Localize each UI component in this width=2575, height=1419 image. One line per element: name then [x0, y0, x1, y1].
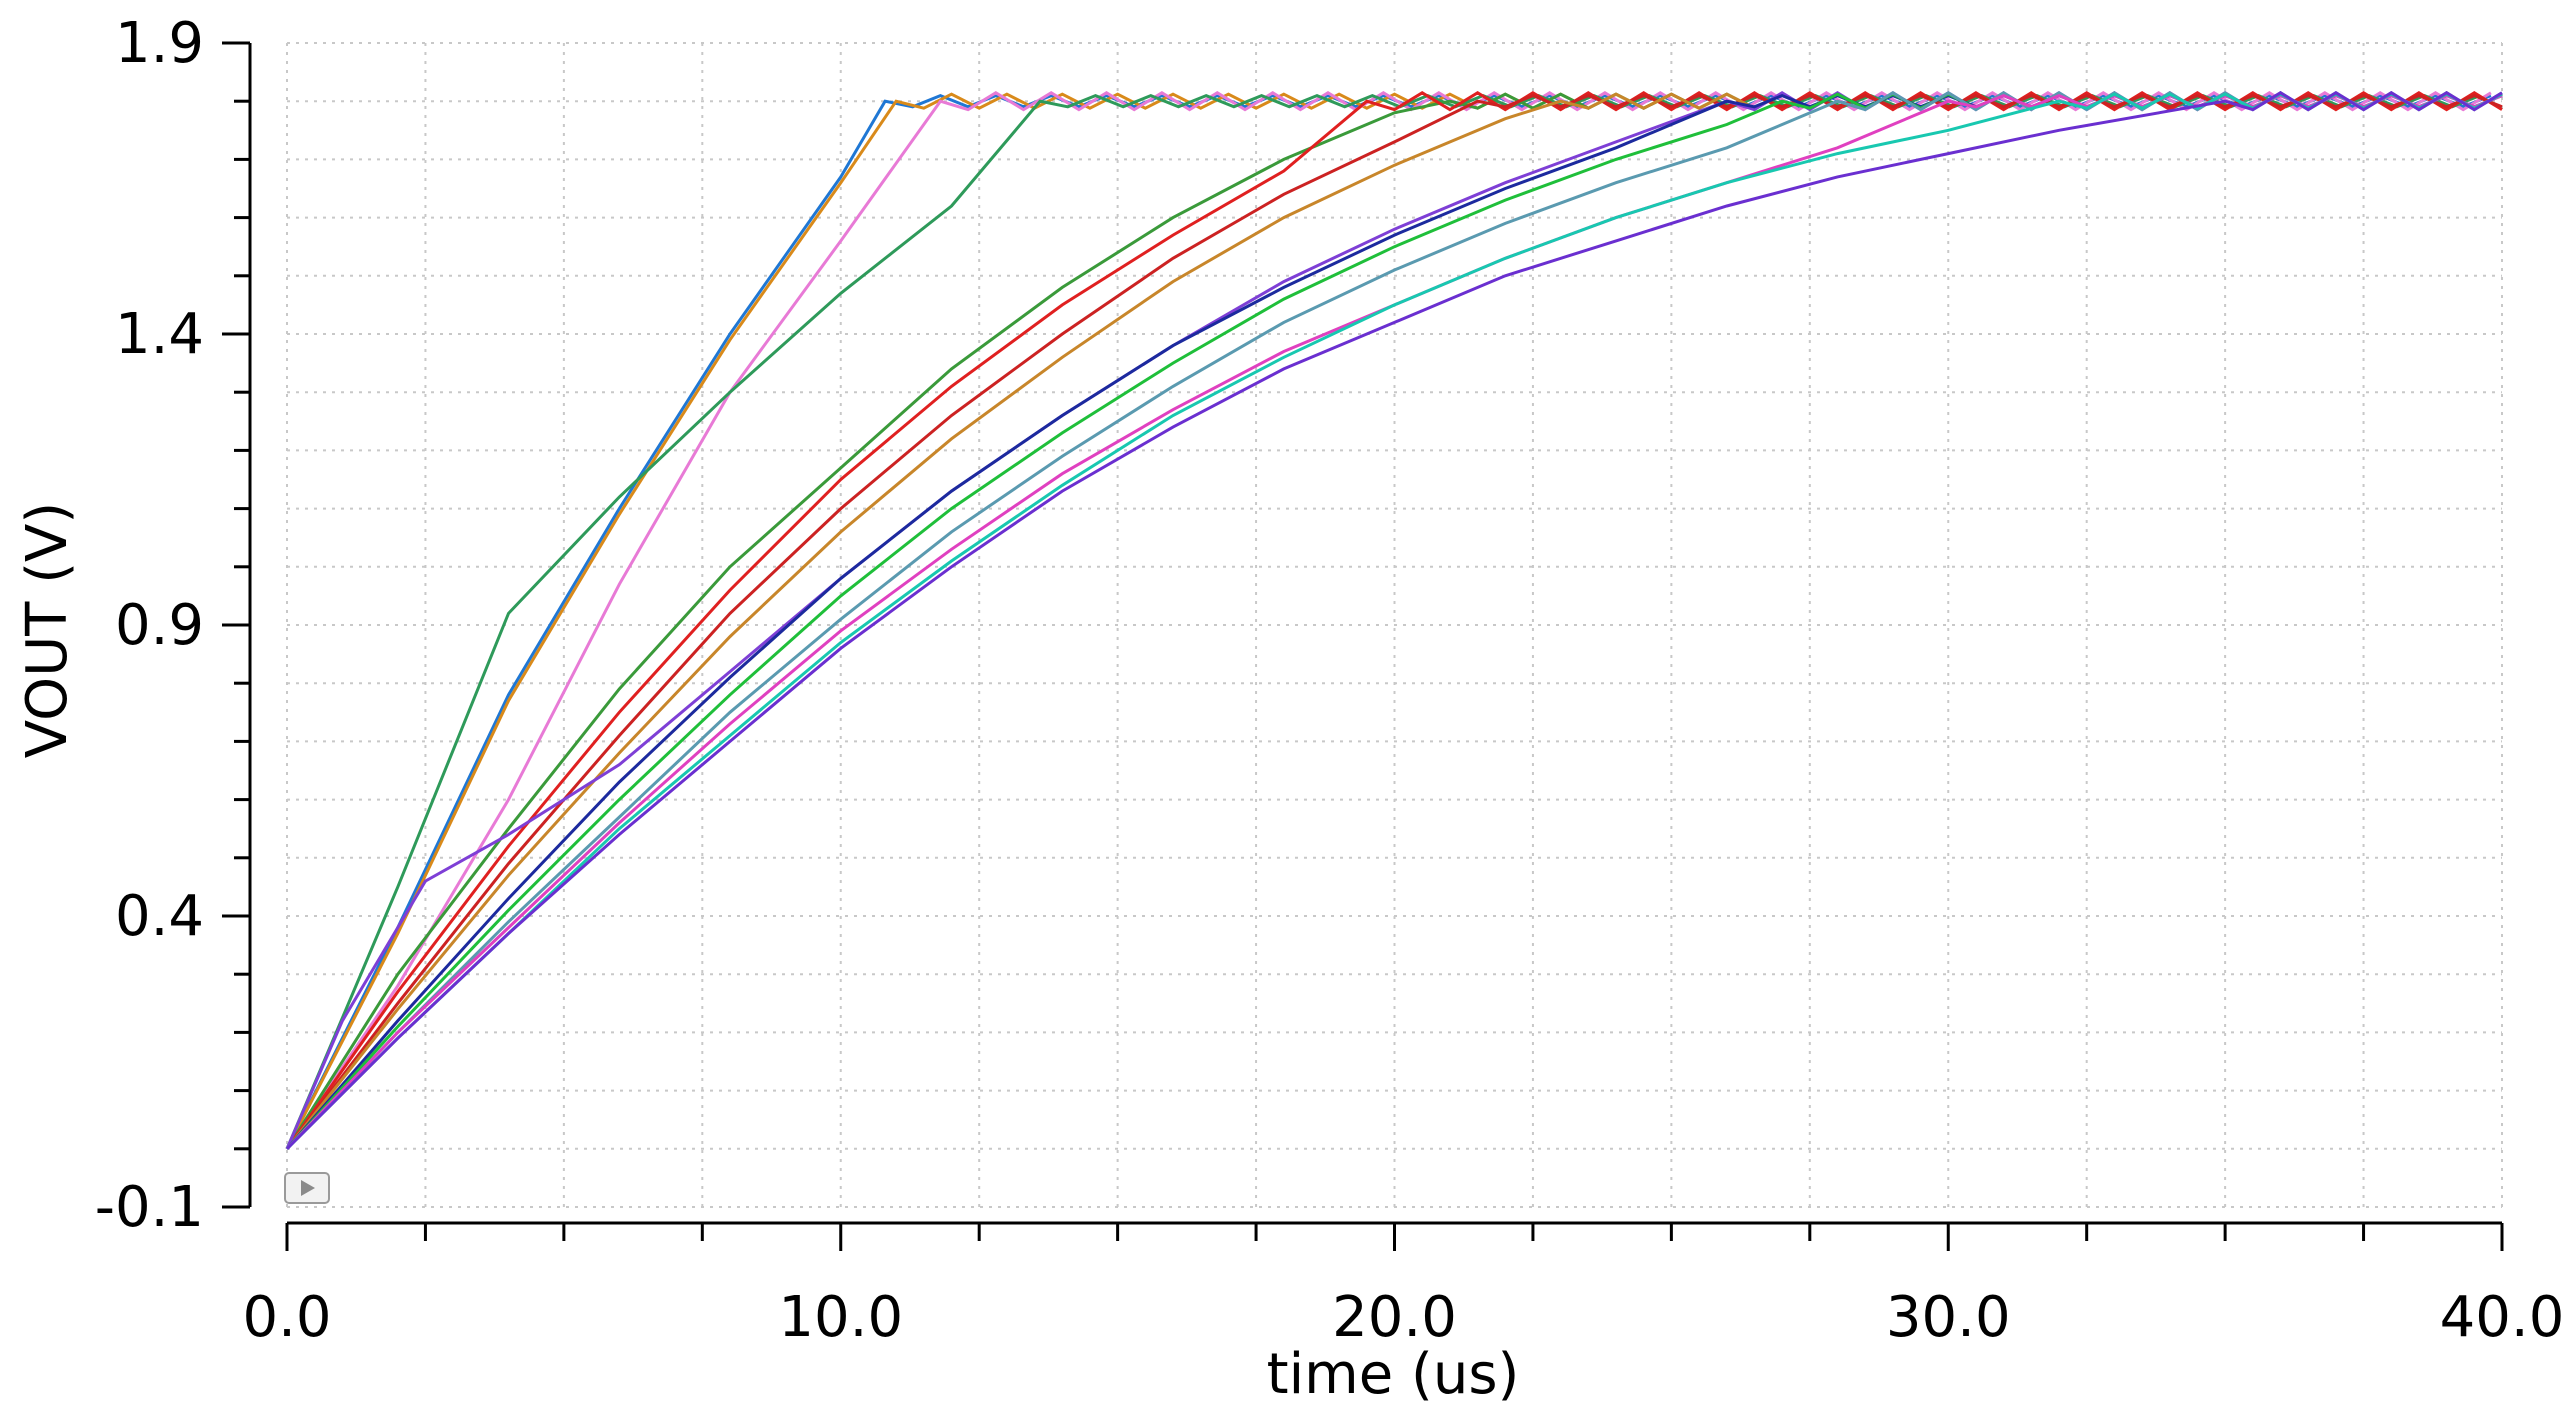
y-tick-label: -0.1	[95, 1175, 204, 1240]
x-tick-label: 40.0	[2440, 1285, 2565, 1350]
y-axis-title: VOUT (V)	[15, 502, 80, 758]
y-tick-label: 1.9	[115, 11, 204, 76]
series-lines	[285, 91, 2503, 1150]
play-icon	[301, 1180, 315, 1196]
series-line	[285, 91, 2492, 1150]
x-tick-label: 10.0	[778, 1285, 903, 1350]
y-tick-label: 0.4	[115, 884, 204, 949]
series-line	[285, 93, 2492, 1150]
tick-labels: 0.0 10.0 20.0 30.0 40.0 -0.1 0.4 0.9 1.4 1.9	[95, 11, 2565, 1350]
y-tick-label: 0.9	[115, 593, 204, 658]
ticks	[222, 41, 2504, 1251]
x-axis-title: time (us)	[1267, 1342, 1520, 1407]
grid	[286, 42, 2503, 1208]
x-tick-label: 20.0	[1332, 1285, 1457, 1350]
axes	[248, 43, 2502, 1225]
play-button[interactable]	[284, 1172, 330, 1204]
y-tick-label: 1.4	[115, 302, 204, 367]
x-tick-label: 0.0	[242, 1285, 331, 1350]
series-line	[285, 91, 2503, 1150]
x-tick-label: 30.0	[1886, 1285, 2011, 1350]
series-line	[285, 93, 2503, 1150]
